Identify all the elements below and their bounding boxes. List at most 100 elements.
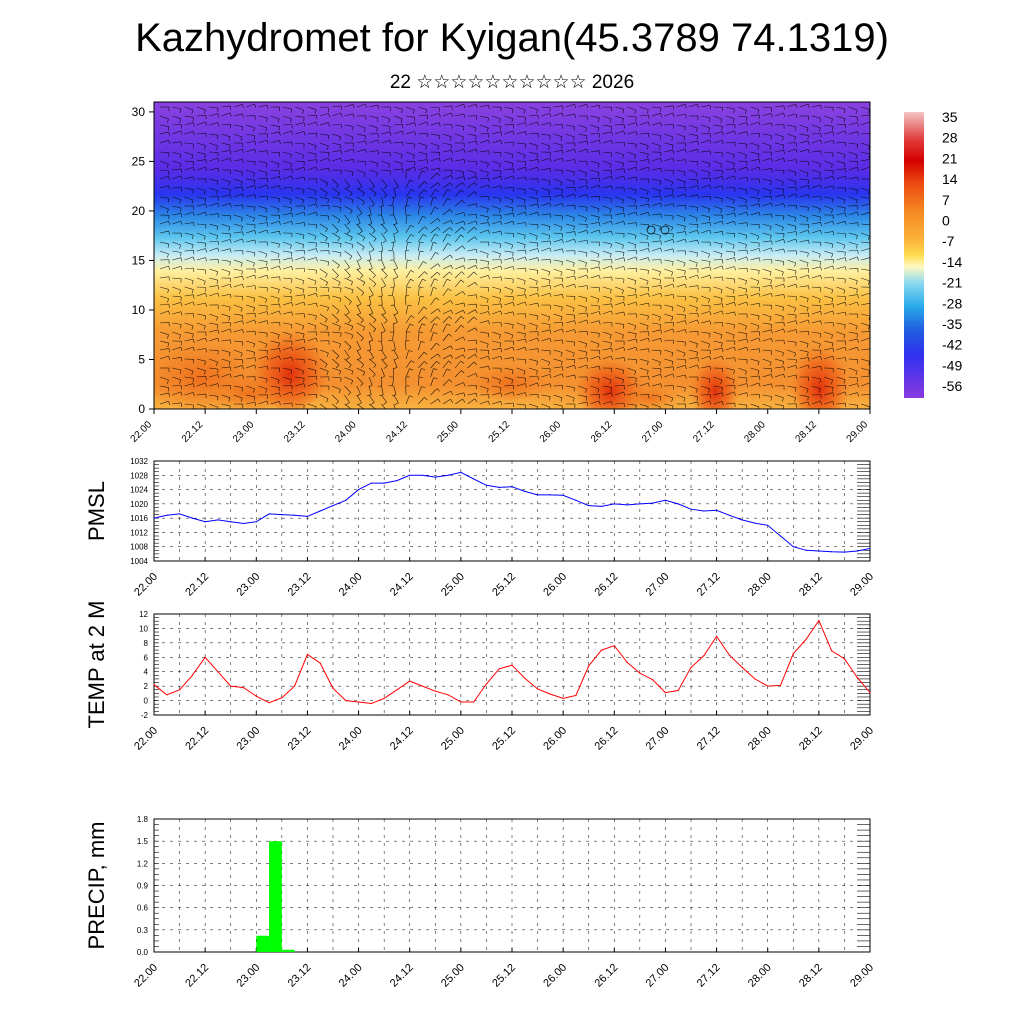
wind-barb-shaft bbox=[578, 160, 588, 162]
series-point bbox=[716, 509, 718, 511]
wind-barb-shaft bbox=[196, 302, 206, 306]
wind-barb-feather bbox=[380, 223, 385, 226]
wind-barb-shaft bbox=[332, 205, 342, 208]
wind-barb-shaft bbox=[307, 187, 317, 192]
wind-barb-shaft bbox=[528, 313, 538, 317]
wind-barb-shaft bbox=[356, 367, 365, 373]
wind-barb-shaft bbox=[159, 124, 169, 127]
wind-barb-shaft bbox=[590, 400, 600, 405]
wind-barb-shaft bbox=[602, 241, 612, 245]
wind-barb-feather bbox=[795, 275, 798, 280]
wind-barb-feather bbox=[512, 130, 515, 135]
wind-barb-shaft bbox=[258, 177, 268, 180]
wind-barb-shaft bbox=[725, 277, 735, 280]
wind-barb-feather bbox=[732, 289, 735, 294]
wind-barb-shaft bbox=[688, 331, 698, 333]
wind-barb-feather bbox=[363, 172, 366, 177]
wind-barb-feather bbox=[462, 136, 464, 141]
wind-barb-shaft bbox=[824, 265, 833, 270]
wind-barb-shaft bbox=[676, 113, 686, 117]
wind-barb-shaft bbox=[528, 268, 538, 271]
x-tick-label: 27.12 bbox=[695, 725, 723, 753]
wind-barb-shaft bbox=[836, 220, 846, 225]
wind-barb-shaft bbox=[811, 400, 821, 405]
wind-barb-shaft bbox=[430, 316, 438, 324]
wind-barb-feather bbox=[685, 231, 687, 236]
wind-barb-shaft bbox=[418, 397, 425, 405]
wind-barb-shaft bbox=[504, 220, 513, 225]
wind-barb-feather bbox=[660, 329, 662, 334]
wind-barb-feather bbox=[574, 315, 576, 320]
wind-barb-feather bbox=[523, 199, 526, 204]
wind-barb-feather bbox=[610, 198, 612, 203]
wind-barb-shaft bbox=[430, 167, 440, 171]
colorbar-label: 28 bbox=[942, 130, 958, 146]
wind-barb-shaft bbox=[332, 376, 342, 379]
wind-barb-feather bbox=[266, 378, 268, 383]
wind-barb-feather bbox=[759, 375, 761, 380]
wind-barb-shaft bbox=[467, 353, 476, 360]
wind-barb-shaft bbox=[553, 142, 563, 146]
wind-barb-feather bbox=[393, 367, 398, 370]
wind-barb-shaft bbox=[196, 159, 206, 162]
wind-barb-shaft bbox=[455, 392, 464, 396]
wind-barb-shaft bbox=[295, 160, 305, 162]
wind-barb-shaft bbox=[799, 295, 809, 299]
y-tick-label: 4 bbox=[144, 668, 149, 677]
series-point bbox=[511, 664, 513, 666]
wind-barb-feather bbox=[820, 366, 822, 371]
wind-barb-shaft bbox=[762, 322, 772, 325]
wind-barb-feather bbox=[722, 276, 724, 281]
wind-barb-shaft bbox=[479, 214, 489, 218]
wind-barb-shaft bbox=[405, 323, 411, 333]
wind-barb-feather bbox=[843, 370, 846, 375]
wind-barb-feather bbox=[745, 333, 748, 338]
wind-barb-shaft bbox=[282, 295, 293, 298]
wind-barb-shaft bbox=[455, 148, 464, 153]
wind-barb-shaft bbox=[787, 313, 797, 316]
wind-barb-feather bbox=[807, 364, 810, 369]
wind-barb-feather bbox=[450, 175, 453, 180]
wind-barb-shaft bbox=[676, 124, 686, 127]
wind-barb-shaft bbox=[479, 304, 489, 307]
wind-barb-shaft bbox=[799, 394, 809, 397]
wind-barb-shaft bbox=[627, 383, 637, 387]
wind-barb-shaft bbox=[270, 276, 280, 279]
wind-barb-shaft bbox=[196, 241, 206, 244]
wind-barb-shaft bbox=[799, 169, 809, 174]
wind-barb-feather bbox=[684, 238, 687, 243]
wind-barb-shaft bbox=[356, 259, 361, 269]
wind-barb-shaft bbox=[516, 331, 526, 335]
wind-barb-shaft bbox=[578, 214, 587, 219]
wind-barb-shaft bbox=[184, 167, 194, 171]
wind-barb-feather bbox=[709, 261, 711, 266]
wind-barb-shaft bbox=[627, 358, 637, 360]
wind-barb-shaft bbox=[258, 214, 268, 218]
wind-barb-shaft bbox=[368, 214, 373, 224]
wind-barb-feather bbox=[561, 405, 563, 409]
wind-barb-shaft bbox=[245, 169, 255, 174]
wind-barb-feather bbox=[460, 315, 465, 320]
wind-barb-shaft bbox=[578, 319, 587, 324]
wind-barb-feather bbox=[254, 103, 257, 108]
wind-barb-feather bbox=[549, 202, 552, 207]
wind-barb-feather bbox=[734, 257, 736, 262]
wind-barb-feather bbox=[474, 236, 478, 241]
wind-barb-feather bbox=[266, 275, 269, 280]
wind-barb-feather bbox=[302, 370, 305, 375]
wind-barb-feather bbox=[241, 315, 243, 320]
wind-barb-shaft bbox=[356, 304, 361, 314]
wind-barb-shaft bbox=[651, 259, 662, 261]
wind-barb-feather bbox=[586, 274, 589, 279]
wind-barb-feather bbox=[450, 354, 453, 359]
wind-barb-shaft bbox=[824, 131, 833, 135]
wind-barb-shaft bbox=[282, 151, 292, 155]
wind-barb-feather bbox=[511, 199, 514, 204]
wind-barb-feather bbox=[647, 166, 650, 171]
wind-barb-feather bbox=[562, 339, 564, 344]
wind-barb-shaft bbox=[713, 140, 723, 144]
wind-barb-shaft bbox=[381, 322, 386, 332]
wind-barb-feather bbox=[734, 357, 736, 362]
wind-barb-shaft bbox=[442, 360, 449, 369]
colorbar-label: 21 bbox=[942, 150, 958, 166]
